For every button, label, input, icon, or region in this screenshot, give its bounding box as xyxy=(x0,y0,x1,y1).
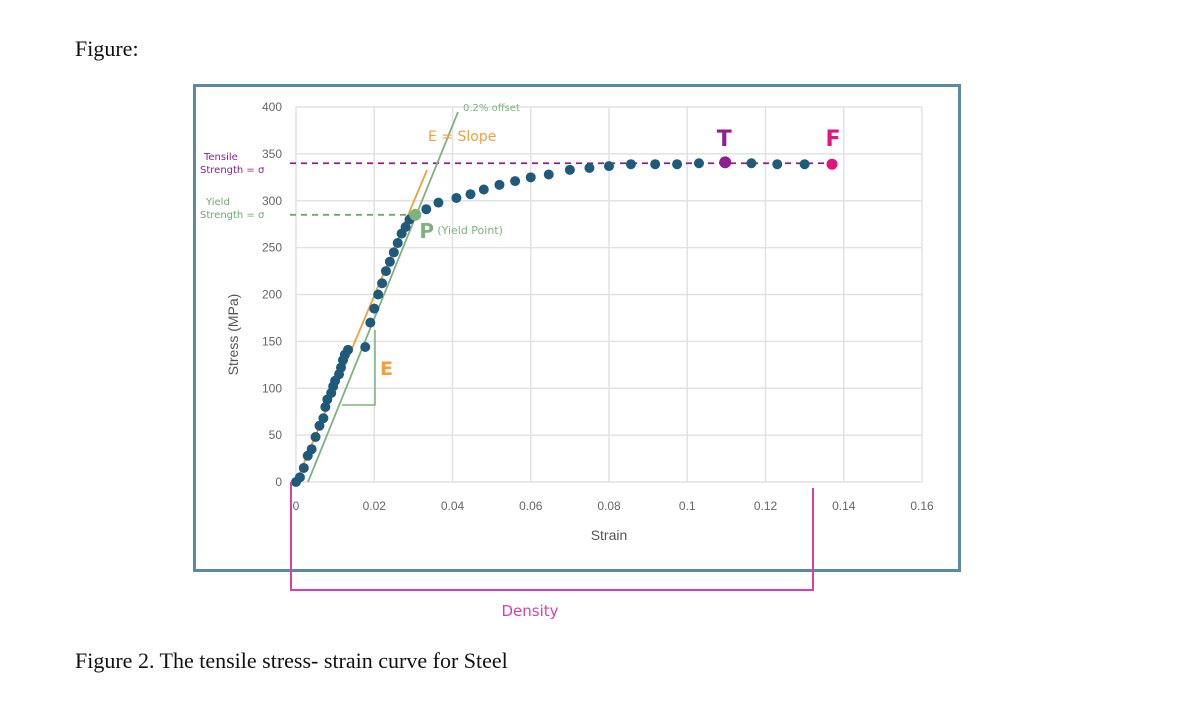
data-point xyxy=(421,204,432,215)
data-point xyxy=(306,444,317,455)
y-tick-label: 0 xyxy=(275,475,282,489)
y-tick-label: 300 xyxy=(262,194,282,208)
data-point xyxy=(465,189,476,200)
data-point xyxy=(314,420,325,431)
figure-frame xyxy=(193,84,961,572)
data-point xyxy=(543,169,554,180)
data-point xyxy=(400,222,411,232)
data-point xyxy=(746,158,757,169)
modulus-triangle xyxy=(342,330,376,406)
yield-strength-label: Yield xyxy=(205,197,230,208)
data-point xyxy=(451,192,462,203)
x-tick-label: 0.14 xyxy=(832,499,856,513)
data-point xyxy=(377,278,388,289)
data-point xyxy=(799,159,810,170)
x-axis-label: Strain xyxy=(591,527,628,543)
data-point xyxy=(360,342,371,352)
yield-point-label: P xyxy=(419,219,434,243)
data-point xyxy=(320,402,331,412)
y-tick-label: 400 xyxy=(262,100,282,114)
y-tick-label: 250 xyxy=(262,241,282,255)
density-bracket xyxy=(290,482,814,591)
data-point xyxy=(433,197,444,208)
tensile-strength-label: Strength = σ xyxy=(200,165,265,176)
tensile-point-label: T xyxy=(717,127,732,152)
data-point xyxy=(298,462,309,473)
data-point xyxy=(625,159,636,170)
x-tick-label: 0.08 xyxy=(597,499,621,513)
data-point xyxy=(525,172,536,183)
data-point xyxy=(318,413,329,424)
fracture-point xyxy=(826,158,838,170)
data-point xyxy=(564,164,575,175)
x-tick-label: 0.12 xyxy=(754,499,778,513)
x-tick-label: 0.02 xyxy=(363,499,387,513)
offset-label: 0.2% offset xyxy=(463,103,520,114)
data-point xyxy=(335,362,346,373)
tensile-strength-label: Tensile xyxy=(203,152,238,163)
y-tick-label: 150 xyxy=(262,334,282,348)
data-point xyxy=(380,266,391,277)
data-point xyxy=(310,432,321,442)
density-label: Density xyxy=(501,602,558,620)
data-point xyxy=(650,159,661,170)
data-point xyxy=(772,159,783,170)
data-point xyxy=(343,344,354,355)
yield-strength-label: Strength = σ xyxy=(200,210,265,221)
offset-line xyxy=(307,111,459,483)
figure-caption: Figure 2. The tensile stress- strain cur… xyxy=(75,648,508,673)
x-tick-label: 0.04 xyxy=(441,499,465,513)
data-point xyxy=(373,289,384,300)
data-point xyxy=(392,237,403,248)
y-tick-label: 350 xyxy=(262,147,282,161)
x-tick-label: 0.06 xyxy=(519,499,543,513)
data-point xyxy=(584,162,595,173)
data-point xyxy=(672,159,683,170)
data-point xyxy=(510,176,521,187)
data-point xyxy=(365,317,376,328)
y-tick-label: 200 xyxy=(262,288,282,302)
fracture-point-label: F xyxy=(825,127,840,152)
data-point xyxy=(478,184,489,195)
x-tick-label: 0.1 xyxy=(679,499,696,513)
data-point xyxy=(494,179,505,190)
data-point xyxy=(388,247,399,258)
data-point xyxy=(693,158,704,169)
tensile-point xyxy=(719,156,732,169)
figure-label: Figure: xyxy=(75,36,139,61)
yield-point-note: (Yield Point) xyxy=(437,224,503,237)
y-axis-label: Stress (MPa) xyxy=(225,294,241,376)
data-point xyxy=(294,472,305,483)
data-point xyxy=(369,303,380,314)
x-tick-label: 0 xyxy=(293,499,300,513)
modulus-label: E xyxy=(380,358,393,380)
data-point xyxy=(384,256,395,267)
y-tick-label: 100 xyxy=(262,381,282,395)
y-tick-label: 50 xyxy=(269,428,283,442)
x-tick-label: 0.16 xyxy=(910,499,934,513)
slope-label: E = Slope xyxy=(428,129,496,145)
yield-point xyxy=(409,208,422,221)
data-point xyxy=(604,161,614,172)
